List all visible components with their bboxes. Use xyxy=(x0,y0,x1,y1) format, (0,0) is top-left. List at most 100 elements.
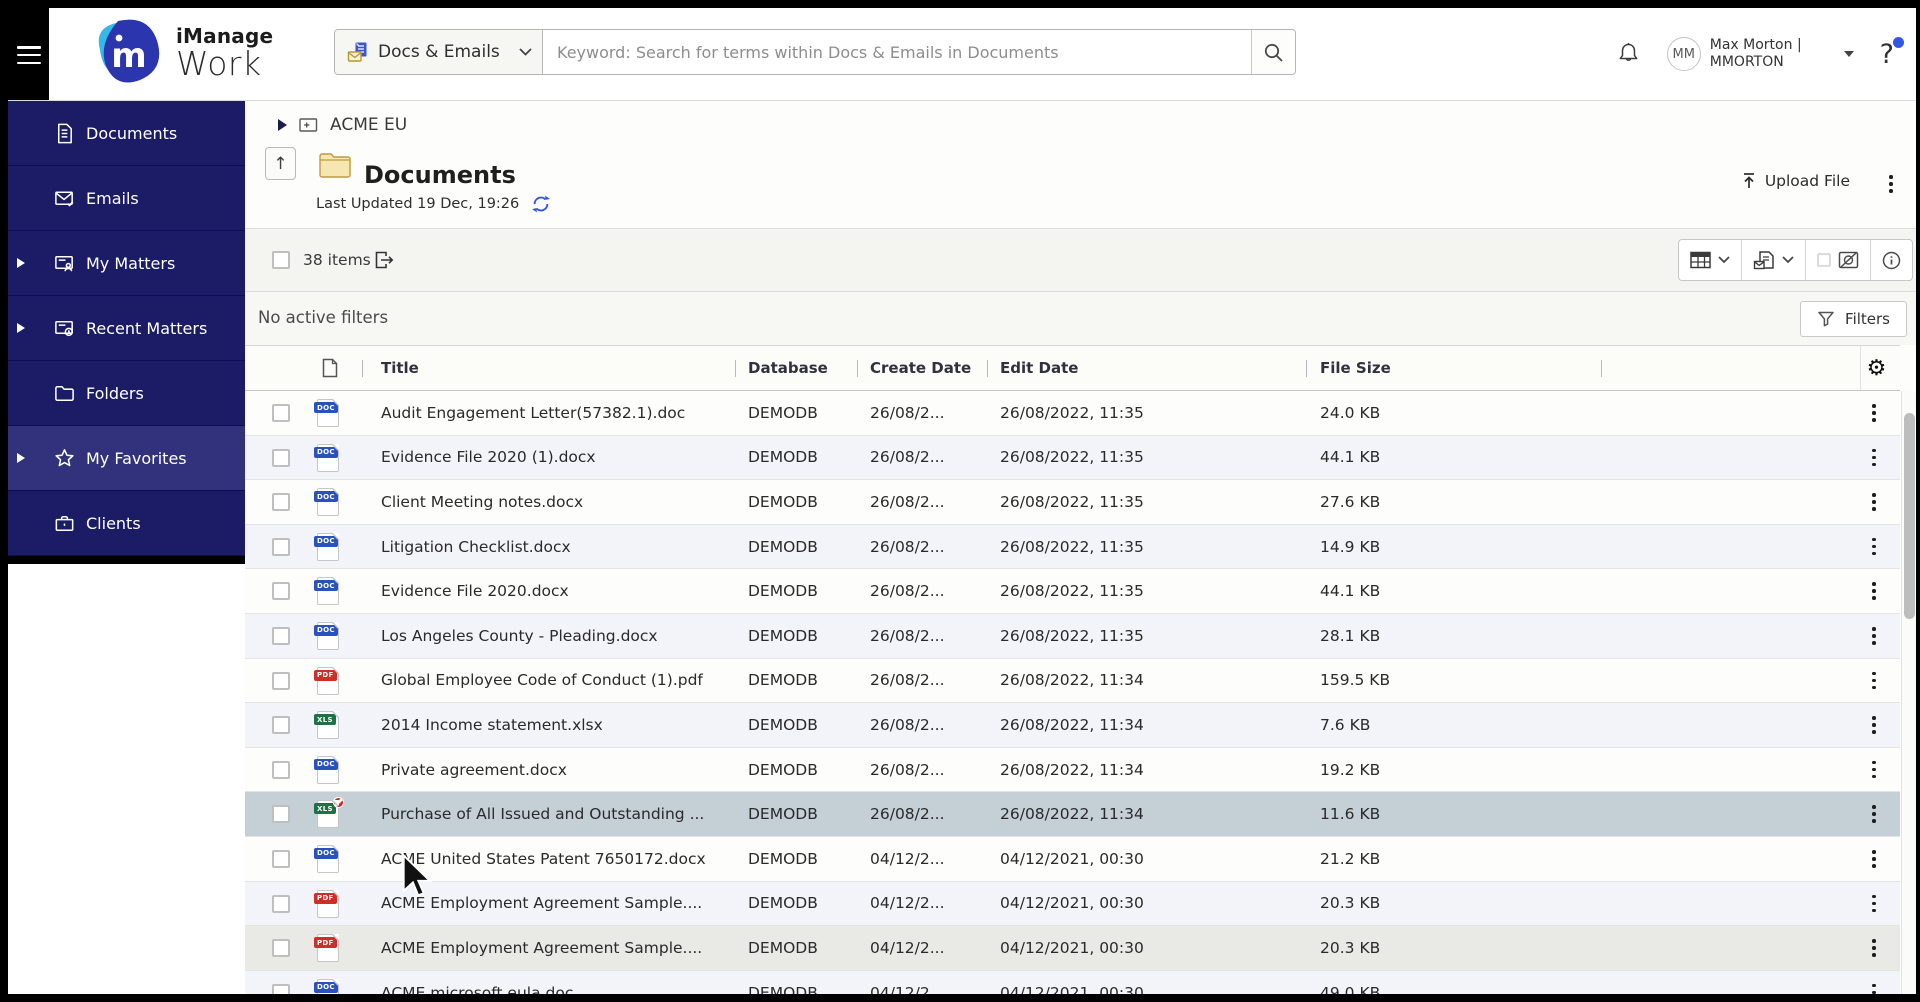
search-button[interactable] xyxy=(1251,30,1295,74)
row-checkbox[interactable] xyxy=(272,448,290,467)
document-title[interactable]: ACME Employment Agreement Sample.... xyxy=(381,894,703,913)
document-title[interactable]: Client Meeting notes.docx xyxy=(381,492,584,511)
sidebar-item-emails[interactable]: Emails xyxy=(8,166,245,231)
expand-arrow-icon[interactable] xyxy=(17,453,25,463)
column-edit-date[interactable]: Edit Date xyxy=(1000,359,1079,377)
kebab-icon[interactable] xyxy=(1868,980,1880,994)
row-menu-button[interactable] xyxy=(1858,971,1890,994)
row-checkbox[interactable] xyxy=(272,582,290,601)
row-menu-button[interactable] xyxy=(1858,703,1890,747)
sidebar-item-my-matters[interactable]: My Matters xyxy=(8,231,245,296)
row-menu-button[interactable] xyxy=(1858,748,1890,792)
sidebar-item-my-favorites[interactable]: My Favorites xyxy=(8,426,245,491)
sidebar-item-documents[interactable]: Documents xyxy=(8,101,245,166)
document-title[interactable]: Private agreement.docx xyxy=(381,760,567,779)
info-button[interactable] xyxy=(1871,240,1912,280)
row-menu-button[interactable] xyxy=(1858,614,1890,658)
document-title[interactable]: ACME microsoft eula.doc xyxy=(381,983,574,994)
sidebar-item-folders[interactable]: Folders xyxy=(8,361,245,426)
row-checkbox[interactable] xyxy=(272,671,290,690)
row-menu-button[interactable] xyxy=(1858,569,1890,613)
row-checkbox[interactable] xyxy=(272,493,290,512)
row-menu-button[interactable] xyxy=(1858,659,1890,703)
expand-arrow-icon[interactable] xyxy=(17,258,25,268)
document-title[interactable]: 2014 Income statement.xlsx xyxy=(381,715,603,734)
sidebar-item-recent-matters[interactable]: Recent Matters xyxy=(8,296,245,361)
table-row[interactable]: DOC Litigation Checklist.docx DEMODB 26/… xyxy=(245,524,1900,570)
kebab-icon[interactable] xyxy=(1868,712,1880,738)
row-checkbox[interactable] xyxy=(272,404,290,422)
table-row[interactable]: DOC ACME microsoft eula.doc DEMODB 04/12… xyxy=(245,970,1900,994)
column-file-size[interactable]: File Size xyxy=(1320,359,1391,377)
breadcrumb-expand-icon[interactable] xyxy=(278,119,287,131)
hamburger-menu-button[interactable] xyxy=(17,46,41,66)
column-settings-gear-icon[interactable]: ⚙ xyxy=(1860,346,1892,390)
upload-file-button[interactable]: Upload File xyxy=(1735,171,1856,191)
column-create-date[interactable]: Create Date xyxy=(870,359,972,377)
document-title[interactable]: Litigation Checklist.docx xyxy=(381,537,571,556)
doc-email-view-dropdown[interactable] xyxy=(1742,240,1806,280)
sidebar-item-clients[interactable]: Clients xyxy=(8,491,245,556)
column-title[interactable]: Title xyxy=(381,359,419,377)
table-row[interactable]: DOC Los Angeles County - Pleading.docx D… xyxy=(245,613,1900,659)
kebab-icon[interactable] xyxy=(1868,489,1880,515)
filters-button[interactable]: Filters xyxy=(1800,301,1907,337)
file-type-column-icon[interactable] xyxy=(322,346,338,390)
table-row[interactable]: DOC Evidence File 2020 (1).docx DEMODB 2… xyxy=(245,435,1900,481)
row-menu-button[interactable] xyxy=(1858,792,1890,836)
page-more-actions-button[interactable] xyxy=(1885,171,1897,197)
row-checkbox[interactable] xyxy=(272,716,290,735)
document-title[interactable]: ACME United States Patent 7650172.docx xyxy=(381,849,706,868)
notifications-bell-icon[interactable] xyxy=(1616,41,1641,68)
kebab-icon[interactable] xyxy=(1868,400,1880,426)
table-row[interactable]: DOC ACME United States Patent 7650172.do… xyxy=(245,836,1900,882)
row-menu-button[interactable] xyxy=(1858,926,1890,970)
table-row[interactable]: DOC Audit Engagement Letter(57382.1).doc… xyxy=(245,391,1900,436)
row-checkbox[interactable] xyxy=(272,537,290,556)
table-row[interactable]: DOC Private agreement.docx DEMODB 26/08/… xyxy=(245,747,1900,793)
expand-arrow-icon[interactable] xyxy=(17,323,25,333)
kebab-icon[interactable] xyxy=(1868,668,1880,694)
table-view-dropdown[interactable] xyxy=(1679,240,1742,280)
scrollbar-thumb[interactable] xyxy=(1904,413,1915,619)
document-title[interactable]: Global Employee Code of Conduct (1).pdf xyxy=(381,671,703,690)
table-row[interactable]: PDF Global Employee Code of Conduct (1).… xyxy=(245,658,1900,704)
kebab-icon[interactable] xyxy=(1868,757,1880,783)
user-avatar[interactable]: MM xyxy=(1666,37,1701,71)
kebab-icon[interactable] xyxy=(1868,891,1880,917)
row-checkbox[interactable] xyxy=(272,894,290,913)
document-title[interactable]: Audit Engagement Letter(57382.1).doc xyxy=(381,403,686,422)
table-row[interactable]: DOC Evidence File 2020.docx DEMODB 26/08… xyxy=(245,569,1900,614)
kebab-icon[interactable] xyxy=(1868,801,1880,827)
row-checkbox[interactable] xyxy=(272,805,290,824)
navigate-up-button[interactable]: ↑ xyxy=(265,147,296,180)
kebab-icon[interactable] xyxy=(1868,578,1880,604)
row-menu-button[interactable] xyxy=(1858,391,1890,435)
table-row[interactable]: PDF ACME Employment Agreement Sample....… xyxy=(245,926,1900,971)
export-list-icon[interactable] xyxy=(373,249,395,271)
row-checkbox[interactable] xyxy=(272,983,290,994)
table-row[interactable]: PDF ACME Employment Agreement Sample....… xyxy=(245,881,1900,927)
document-title[interactable]: Evidence File 2020.docx xyxy=(381,582,569,601)
kebab-icon[interactable] xyxy=(1868,935,1880,961)
preview-pane-toggle[interactable] xyxy=(1806,240,1871,280)
row-menu-button[interactable] xyxy=(1858,882,1890,926)
row-menu-button[interactable] xyxy=(1858,480,1890,524)
row-checkbox[interactable] xyxy=(272,849,290,868)
vertical-scrollbar[interactable] xyxy=(1901,391,1916,994)
kebab-icon[interactable] xyxy=(1868,534,1880,560)
breadcrumb-workspace-label[interactable]: ACME EU xyxy=(330,115,408,135)
row-checkbox[interactable] xyxy=(272,939,290,958)
row-menu-button[interactable] xyxy=(1858,436,1890,480)
help-button[interactable]: ? xyxy=(1880,36,1904,70)
kebab-icon[interactable] xyxy=(1868,623,1880,649)
user-menu-caret-icon[interactable] xyxy=(1843,51,1854,57)
table-row[interactable]: XLS 2014 Income statement.xlsx DEMODB 26… xyxy=(245,703,1900,748)
document-title[interactable]: Purchase of All Issued and Outstanding .… xyxy=(381,805,705,824)
row-checkbox[interactable] xyxy=(272,626,290,645)
kebab-icon[interactable] xyxy=(1868,445,1880,471)
row-menu-button[interactable] xyxy=(1858,837,1890,881)
search-input[interactable] xyxy=(543,30,1251,74)
search-scope-dropdown[interactable]: Docs & Emails xyxy=(335,30,543,74)
row-checkbox[interactable] xyxy=(272,760,290,779)
